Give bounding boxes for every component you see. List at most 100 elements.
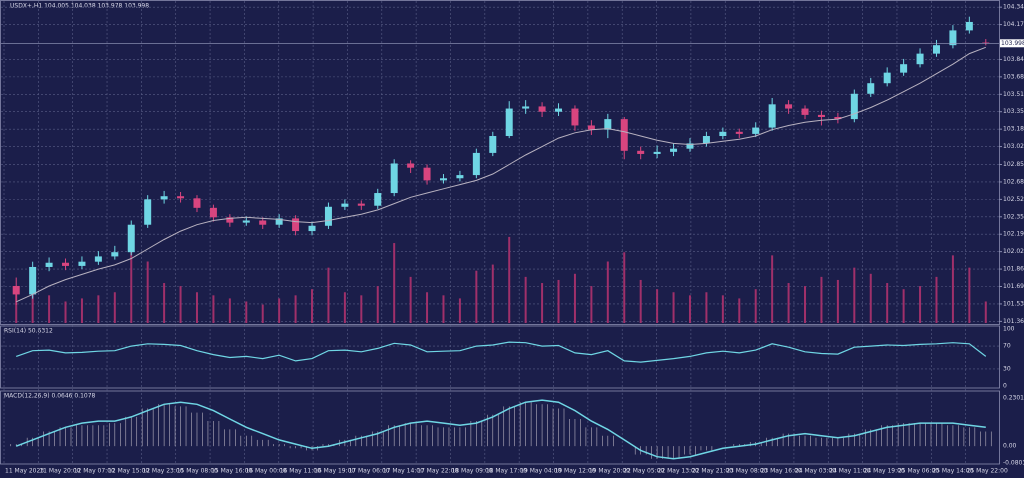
x-tick-label: 12 May 07:00 xyxy=(74,468,115,475)
macd-tick-label: -0.0803 xyxy=(1003,460,1024,467)
candle-body xyxy=(160,196,168,200)
candle-body xyxy=(127,224,135,253)
rsi-panel xyxy=(0,325,1000,389)
volume-bar xyxy=(48,295,51,323)
volume-bar xyxy=(393,243,396,323)
x-tick-label: 17 May 14:00 xyxy=(383,468,424,475)
rsi-label: RSI(14) 50.6312 xyxy=(4,328,53,335)
candle-body xyxy=(883,72,891,84)
y-tick-label: 103.515 xyxy=(1003,91,1024,98)
volume-bar xyxy=(508,236,511,323)
volume-bar xyxy=(294,295,297,323)
x-tick-label: 12 May 15:00 xyxy=(108,468,149,475)
y-tick-label: 103.020 xyxy=(1003,143,1024,150)
rsi-tick-label: 30 xyxy=(1003,365,1011,372)
x-tick-label: 18 May 09:00 xyxy=(451,468,492,475)
x-tick-label: 19 May 20:00 xyxy=(589,468,630,475)
main-panel xyxy=(0,0,1000,325)
x-tick-label: 17 May 06:00 xyxy=(348,468,389,475)
candle-body xyxy=(653,151,661,154)
rsi-tick-label: 0 xyxy=(1003,383,1007,390)
x-tick-label: 15 May 08:00 xyxy=(177,468,218,475)
volume-bar xyxy=(360,295,363,323)
x-tick-label: 19 May 04:00 xyxy=(520,468,561,475)
candle-body xyxy=(489,136,497,153)
candle-body xyxy=(867,83,875,94)
y-tick-label: 102.190 xyxy=(1003,231,1024,238)
rsi-tick-label: 70 xyxy=(1003,343,1011,350)
volume-bar xyxy=(836,279,839,323)
volume-bar xyxy=(146,261,149,323)
y-tick-label: 102.355 xyxy=(1003,213,1024,220)
candle-body xyxy=(522,106,530,109)
candle-body xyxy=(111,252,119,257)
candle-body xyxy=(555,108,563,112)
volume-bar xyxy=(951,255,954,323)
volume-bar xyxy=(902,289,905,323)
y-tick-label: 101.860 xyxy=(1003,266,1024,273)
y-tick-label: 102.685 xyxy=(1003,178,1024,185)
candle-body xyxy=(702,136,710,144)
x-tick-label: 11 May 2023 xyxy=(5,468,44,475)
candle-body xyxy=(308,225,316,232)
y-tick-label: 104.175 xyxy=(1003,21,1024,28)
candle-body xyxy=(686,143,694,149)
candle-body xyxy=(949,30,957,46)
candle-body xyxy=(439,178,447,181)
candle-body xyxy=(226,217,234,223)
macd-label: MACD(12,26,9) 0.0646 0.1078 xyxy=(4,393,96,400)
volume-bar xyxy=(327,267,330,323)
candle-body xyxy=(571,108,579,126)
volume-bar xyxy=(606,261,609,323)
x-tick-label: 24 May 19:00 xyxy=(864,468,905,475)
volume-bar xyxy=(376,286,379,323)
volume-bar xyxy=(491,264,494,323)
volume-bar xyxy=(771,255,774,323)
volume-bar xyxy=(311,289,314,323)
candle-body xyxy=(292,218,300,232)
chart-title: USDX+,H1 104.005 104.038 103.978 103.998 xyxy=(10,3,149,10)
y-tick-label: 101.695 xyxy=(1003,283,1024,290)
x-tick-label: 12 May 23:00 xyxy=(142,468,183,475)
x-tick-label: 22 May 05:00 xyxy=(623,468,664,475)
volume-bar xyxy=(639,279,642,323)
candle-body xyxy=(900,64,908,73)
macd-line xyxy=(15,399,986,460)
candle-body xyxy=(834,117,842,120)
y-tick-label: 101.530 xyxy=(1003,300,1024,307)
current-price-label: 103.998 xyxy=(1001,40,1024,47)
x-tick-label: 15 May 16:00 xyxy=(211,468,252,475)
candle-body xyxy=(735,131,743,134)
volume-bar xyxy=(113,292,116,323)
x-tick-label: 19 May 12:00 xyxy=(555,468,596,475)
candle-body xyxy=(94,256,102,262)
candle-body xyxy=(456,175,464,179)
candle-body xyxy=(78,261,86,266)
x-tick-label: 25 May 14:00 xyxy=(932,468,973,475)
volume-bar xyxy=(705,292,708,323)
volume-bar xyxy=(738,298,741,323)
volume-bar xyxy=(80,298,83,323)
y-tick-label: 103.350 xyxy=(1003,108,1024,115)
candle-body xyxy=(505,108,513,137)
candle-body xyxy=(850,93,858,120)
x-tick-label: 11 May 20:00 xyxy=(39,468,80,475)
candle-body xyxy=(472,152,480,176)
x-tick-label: 25 May 06:00 xyxy=(898,468,939,475)
moving-average xyxy=(15,46,986,303)
volume-bar xyxy=(475,270,478,323)
macd-panel xyxy=(0,390,1000,465)
volume-bar xyxy=(31,276,34,323)
candle-body xyxy=(587,125,595,130)
candle-body xyxy=(604,119,612,130)
volume-bar xyxy=(688,295,691,323)
volume-bar xyxy=(935,276,938,323)
x-tick-label: 23 May 08:00 xyxy=(726,468,767,475)
candle-body xyxy=(817,114,825,118)
x-tick-label: 22 May 13:00 xyxy=(658,468,699,475)
macd-tick-label: 0.00 xyxy=(1003,443,1017,450)
candle-body xyxy=(45,262,53,267)
candle-body xyxy=(407,163,415,168)
volume-bar xyxy=(524,276,527,323)
